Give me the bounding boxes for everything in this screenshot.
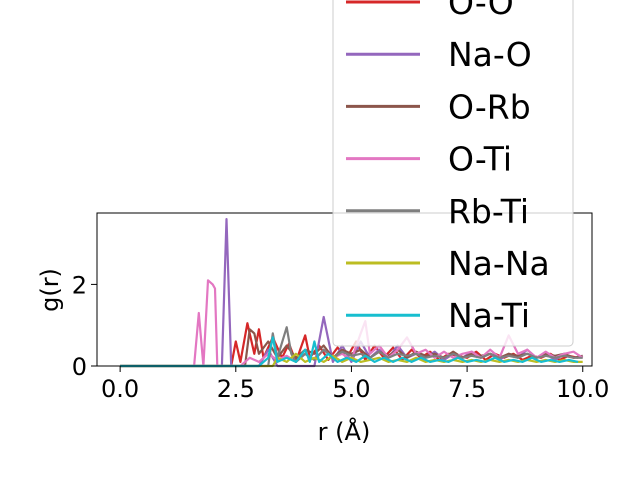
legend: O-O Na-O O-Rb O-Ti Rb-Ti Na-Na Na-Ti	[332, 0, 574, 347]
x-tick-label: 10.0	[556, 375, 609, 403]
legend-label-o-ti: O-Ti	[448, 140, 512, 179]
legend-box	[332, 0, 574, 347]
legend-label-rb-ti: Rb-Ti	[448, 192, 529, 231]
x-tick-label: 7.5	[448, 375, 486, 403]
y-tick-label: 2	[72, 271, 87, 299]
legend-label-o-o: O-O	[448, 0, 514, 22]
legend-label-na-ti: Na-Ti	[448, 296, 530, 335]
y-axis-label: g(r)	[36, 268, 64, 312]
series-line-na-ti	[120, 336, 579, 368]
x-tick-label: 2.5	[217, 375, 255, 403]
legend-label-na-na: Na-Na	[448, 244, 550, 283]
y-tick-label: 0	[72, 353, 87, 381]
x-axis-label: r (Å)	[318, 417, 371, 446]
x-tick-label: 0.0	[101, 375, 139, 403]
ticks-layer: 0.0 2.5 5.0 7.5 10.0 0 2	[72, 271, 610, 403]
legend-label-o-rb: O-Rb	[448, 87, 531, 126]
x-tick-label: 5.0	[332, 375, 370, 403]
legend-label-na-o: Na-O	[448, 35, 532, 74]
